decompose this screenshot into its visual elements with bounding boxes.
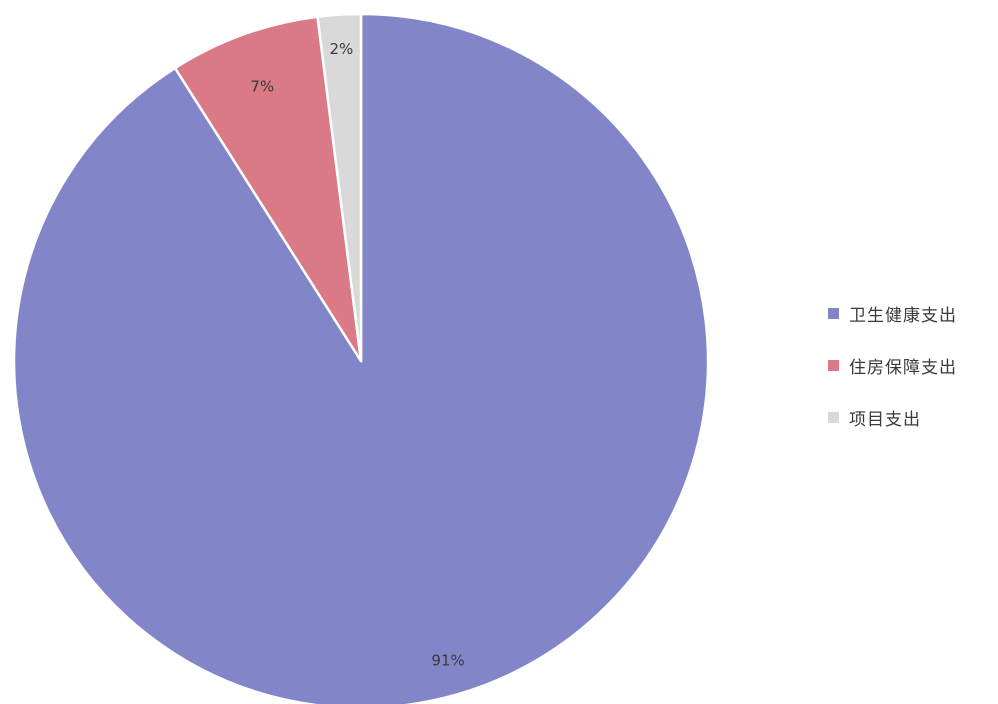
pie-slices (12, 12, 710, 704)
legend-label-project: 项目支出 (849, 409, 921, 430)
data-label-project: 2% (330, 40, 354, 58)
legend-swatch-project (828, 411, 839, 423)
pie-data-labels: 91% 7% 2% (250, 40, 464, 670)
legend-item-project: 项目支出 (828, 402, 998, 432)
data-label-housing: 7% (250, 77, 274, 95)
chart-legend: 卫生健康支出 住房保障支出 项目支出 (828, 298, 998, 454)
legend-swatch-health (828, 307, 839, 319)
legend-label-health: 卫生健康支出 (849, 305, 957, 326)
pie-slice-project (316, 12, 363, 363)
legend-item-housing: 住房保障支出 (828, 350, 998, 380)
legend-label-housing: 住房保障支出 (849, 357, 957, 378)
pie-slice-housing (173, 15, 363, 363)
data-label-health: 91% (431, 651, 464, 669)
legend-swatch-housing (828, 359, 839, 371)
legend-item-health: 卫生健康支出 (828, 298, 998, 328)
